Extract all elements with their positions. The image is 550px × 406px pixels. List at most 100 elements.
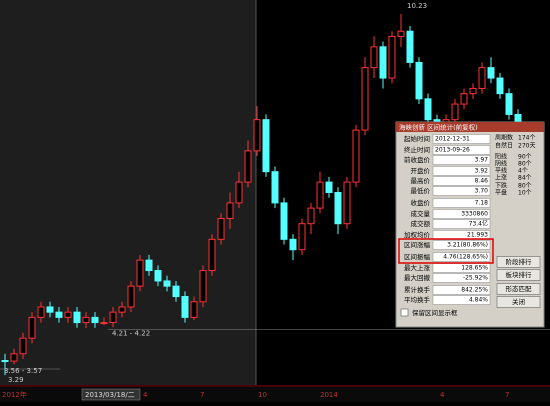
candle-body [334,192,342,225]
x-axis-label: 4 [143,391,148,399]
field-box [432,273,491,283]
candle-body [397,30,405,37]
stat-value: 4个 [518,168,528,175]
start-label: 3.56 - 3.57 [4,367,42,375]
x-axis-label: 10 [258,391,267,399]
candle-body [28,316,36,339]
checkbox-label[interactable]: 保留区间显示框 [412,308,458,317]
field-value: 8.46 [475,178,489,185]
button-label[interactable]: 形态匹配 [506,284,533,293]
button[interactable] [496,256,541,268]
field-label: 开盘价 [411,166,431,175]
candle-body [217,218,225,240]
field-value: 128.65% [461,265,488,272]
candle-body [424,98,432,121]
candle-body [388,35,396,79]
candle-body [352,129,360,183]
stat-value: 270天 [518,143,535,150]
field-label: 成交额 [411,219,431,228]
candle-body [406,30,414,63]
dialog-titlebar [396,122,544,132]
candle-body [172,285,180,298]
stat-label: 下跌 [495,182,507,190]
x-axis-label: 7 [505,391,509,399]
candle-body [262,119,270,173]
checkbox[interactable] [400,308,409,317]
candle-body [505,93,513,115]
button-label[interactable]: 板块排行 [506,270,533,279]
candle-body [55,311,63,318]
field-label: 区间振幅 [404,252,431,261]
stat-value: 80个 [518,161,532,168]
stat-label: 平盘 [495,189,507,197]
field-value: 21.993 [467,232,488,239]
candle-body [451,103,459,121]
field-label: 终止时间 [404,145,430,154]
field-value: 3.70 [475,188,489,195]
candle-body [19,337,27,355]
button-label[interactable]: 关闭 [512,297,525,306]
dialog-title: 海峡创新 区间统计(前复权) [399,123,478,132]
candle-body [127,285,135,308]
low-label: 4.21 - 4.22 [112,329,150,337]
field-value: 2012-12-31 [435,136,470,143]
candle-body [136,259,144,287]
date-highlight [81,388,141,401]
field-label: 最大上涨 [404,263,431,272]
candle-body [325,181,333,193]
candle-body [208,238,216,272]
candle-body [82,316,90,324]
field-box [432,166,491,176]
candle-body [343,181,351,225]
field-value: 7.18 [475,200,489,207]
candle-body [118,306,126,313]
stat-value: 90个 [518,154,532,161]
field-value: 3330860 [461,211,488,218]
candle-body [100,322,108,325]
stat-value: 84个 [518,175,532,182]
field-value: -25.92% [463,275,488,282]
button[interactable] [496,296,541,308]
selected-interval [0,0,256,385]
field-label: 起始时间 [404,134,430,143]
stat-label: 阴线 [495,160,507,168]
candle-body [253,119,261,152]
candle-body [460,93,468,105]
candle-body [1,360,9,363]
field-label: 成交量 [411,209,431,218]
field-box [432,145,491,155]
candle-body [181,296,189,318]
stat-value: 10个 [518,190,532,197]
candle-body [469,87,477,95]
stat-value: 80个 [518,183,532,190]
field-value: 3.21(80.86%) [447,242,488,249]
candle-body [37,306,45,318]
field-label: 收盘价 [411,198,431,207]
candle-body [199,270,207,303]
field-label: 最低价 [411,186,431,195]
candle-body [361,67,369,131]
button-label[interactable]: 阶段排行 [506,257,533,266]
field-value: 4.84% [469,297,488,304]
candle-body [307,207,315,225]
start-low-label: 3.29 [8,376,24,384]
candle-body [109,311,117,324]
field-box [432,209,491,219]
candle-body [487,67,495,79]
candle-body [478,67,486,89]
candle-body [190,301,198,318]
field-label: 平均换手 [404,295,431,304]
candle-body [280,202,288,240]
field-label: 累计换手 [404,285,431,294]
field-box [432,219,491,229]
stat-label: 自然日 [495,142,513,150]
candle-body [298,223,306,251]
candle-body [415,61,423,100]
button[interactable] [496,283,541,295]
candle-body [244,150,252,183]
button[interactable] [496,269,541,281]
field-box [432,252,491,262]
stat-label: 平线 [495,167,507,175]
